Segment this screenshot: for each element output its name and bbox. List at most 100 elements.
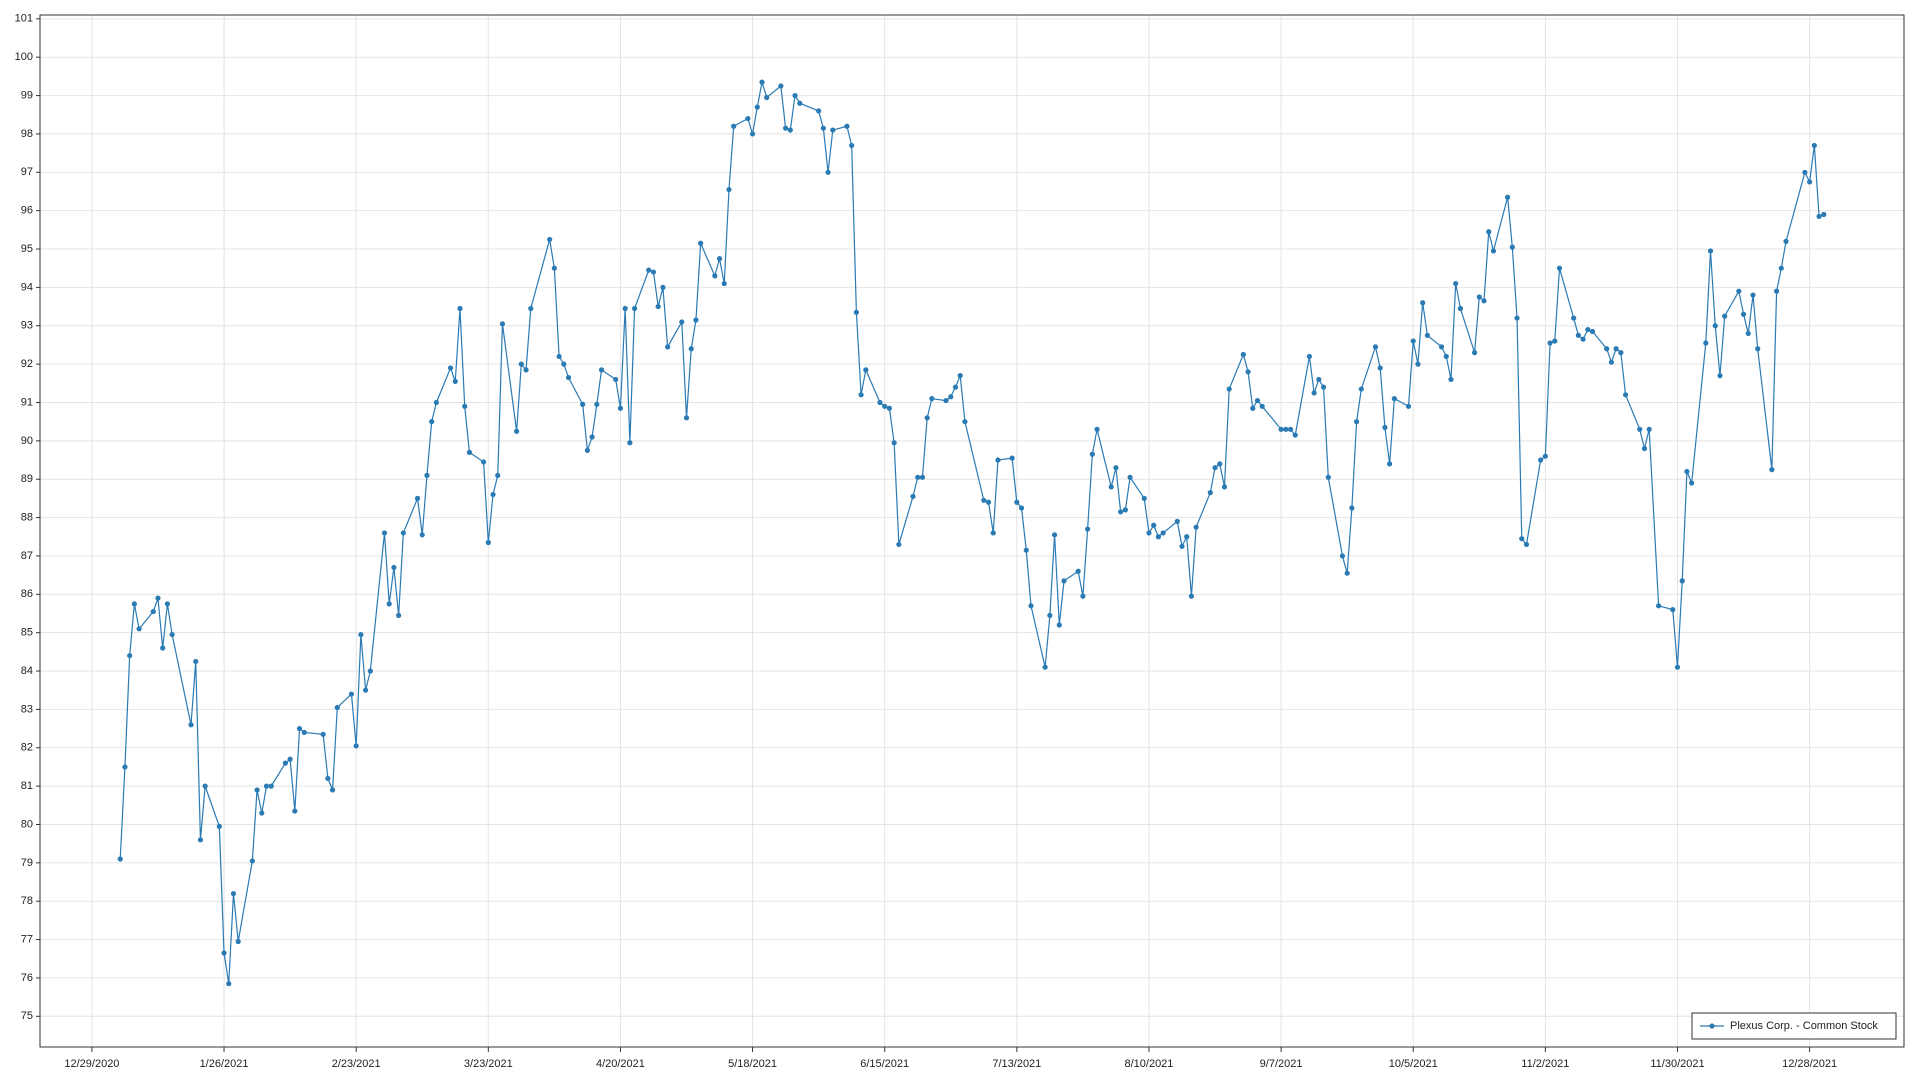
data-point: [1740, 311, 1747, 317]
data-point: [1151, 522, 1157, 528]
data-point: [325, 775, 331, 782]
data-point: [1585, 326, 1591, 333]
data-point: [683, 415, 690, 421]
data-point: [1287, 426, 1294, 432]
data-point: [1188, 593, 1195, 599]
data-point: [1750, 292, 1756, 298]
y-tick-label: 77: [21, 933, 33, 945]
data-point: [990, 530, 996, 536]
y-tick-label: 83: [21, 703, 33, 715]
data-point: [985, 499, 992, 505]
data-point: [1146, 530, 1152, 536]
data-point: [230, 890, 237, 897]
data-point: [1009, 455, 1015, 461]
data-point: [188, 722, 194, 728]
data-point: [561, 361, 567, 367]
data-point: [1448, 376, 1454, 383]
data-point: [1391, 396, 1397, 402]
y-tick-label: 78: [21, 895, 33, 907]
data-point: [1689, 480, 1695, 486]
data-point: [1259, 403, 1265, 409]
data-point: [783, 125, 789, 131]
y-tick-label: 95: [21, 243, 33, 255]
data-point: [164, 601, 171, 607]
data-point: [363, 687, 369, 693]
data-point: [886, 405, 893, 411]
y-tick-label: 94: [21, 281, 33, 293]
data-point: [1023, 547, 1029, 553]
data-point: [396, 612, 402, 619]
data-point: [1674, 664, 1681, 670]
data-point: [754, 104, 760, 110]
data-point: [1207, 490, 1213, 496]
data-point: [1160, 530, 1166, 536]
data-point: [1085, 526, 1091, 532]
data-point: [490, 491, 496, 498]
y-tick-label: 81: [21, 780, 33, 792]
data-point: [1811, 142, 1817, 149]
legend-marker: [1709, 1023, 1715, 1029]
data-point: [1047, 612, 1053, 619]
data-point: [1608, 359, 1615, 365]
data-point: [1783, 238, 1789, 244]
data-point: [919, 474, 926, 480]
x-tick-label: 2/23/2021: [332, 1058, 381, 1070]
data-point: [646, 267, 652, 273]
data-point: [197, 837, 204, 843]
data-point: [1552, 338, 1558, 344]
data-point: [1769, 467, 1775, 473]
x-tick-label: 1/26/2021: [200, 1058, 249, 1070]
legend-box: [1691, 1012, 1897, 1040]
data-point: [858, 392, 864, 398]
data-point: [1712, 323, 1718, 329]
data-point: [1604, 346, 1610, 352]
data-point: [1405, 403, 1412, 409]
data-point: [1622, 392, 1629, 398]
data-point: [1424, 332, 1430, 338]
data-point: [1589, 328, 1596, 335]
data-point: [1018, 505, 1025, 511]
x-tick-label: 8/10/2021: [1124, 1058, 1173, 1070]
data-point: [764, 94, 770, 101]
data-point: [1387, 461, 1393, 467]
data-point: [353, 743, 359, 749]
data-point: [518, 361, 524, 367]
data-point: [528, 305, 534, 312]
data-point: [1042, 664, 1048, 670]
y-tick-label: 96: [21, 205, 33, 217]
y-tick-label: 101: [15, 13, 33, 25]
data-point: [778, 83, 784, 89]
data-point: [896, 541, 902, 548]
data-point: [320, 731, 326, 737]
x-tick-label: 11/30/2021: [1650, 1058, 1704, 1070]
y-tick-label: 100: [15, 51, 33, 63]
data-point: [929, 396, 935, 402]
data-point: [1028, 603, 1034, 609]
y-tick-label: 87: [21, 550, 33, 562]
data-point: [1538, 457, 1544, 463]
data-point: [1679, 578, 1685, 584]
y-tick-label: 84: [21, 665, 33, 677]
data-point: [721, 280, 727, 287]
data-point: [745, 115, 751, 122]
data-point: [910, 493, 916, 500]
data-point: [1080, 593, 1086, 599]
data-point: [882, 403, 888, 409]
data-point: [235, 938, 241, 945]
data-point: [957, 373, 963, 379]
data-point: [1571, 315, 1577, 321]
y-tick-label: 97: [21, 166, 33, 178]
y-tick-label: 82: [21, 742, 33, 754]
data-point: [1415, 361, 1421, 367]
data-point: [1184, 534, 1190, 540]
data-point: [688, 346, 694, 352]
data-point: [1443, 353, 1449, 360]
data-point: [849, 142, 855, 149]
data-point: [565, 374, 572, 381]
grid: 75 76 77 78 79 80 81 82 83 84 85 86 87 88 89 90 91 92 93 94…: [15, 13, 1904, 1070]
data-point: [485, 539, 491, 546]
data-point: [131, 601, 137, 607]
data-point: [556, 353, 562, 360]
data-point: [1278, 426, 1284, 432]
